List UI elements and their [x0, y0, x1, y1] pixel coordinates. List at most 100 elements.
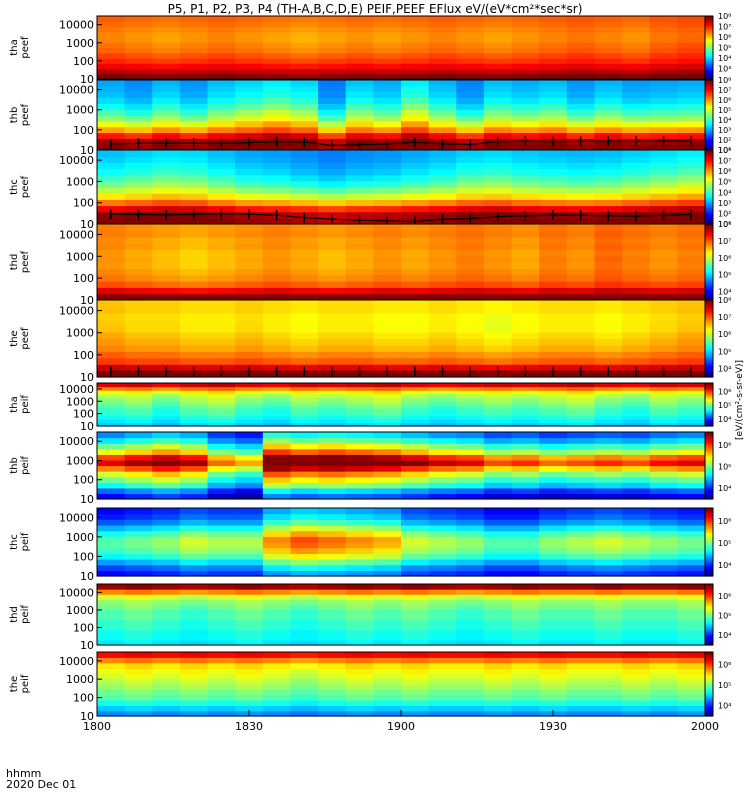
colorbar-step — [705, 457, 713, 460]
heatmap-cell — [152, 422, 181, 427]
heatmap-cell — [649, 243, 678, 250]
y-tick-label: 10000 — [59, 228, 94, 241]
heatmap-cell — [456, 547, 485, 554]
heatmap-cell — [622, 338, 651, 346]
panel-label-word: thb — [9, 457, 20, 474]
heatmap-cell — [456, 168, 485, 176]
colorbar-step — [705, 225, 713, 229]
heatmap-cell — [456, 386, 485, 391]
heatmap-cell — [539, 91, 568, 99]
heatmap-cell — [262, 668, 292, 674]
heatmap-cell — [179, 21, 209, 28]
heatmap-cell — [483, 52, 513, 59]
heatmap-cell — [566, 262, 596, 269]
heatmap-cell — [290, 443, 319, 450]
colorbar-step — [705, 462, 713, 465]
colorbar-step — [705, 102, 713, 106]
heatmap-cell — [345, 629, 374, 636]
heatmap-cell — [179, 589, 209, 595]
heatmap-cell — [373, 80, 402, 87]
heatmap-cell — [318, 432, 347, 439]
heatmap-cell — [456, 678, 485, 685]
colorbar-tick-label: 10⁴ — [718, 415, 731, 424]
panel-label-word: thc — [9, 179, 20, 195]
heatmap-cell — [290, 383, 319, 388]
colorbar-step — [705, 526, 713, 529]
heatmap-cell — [179, 411, 209, 416]
heatmap-cell — [428, 415, 457, 420]
heatmap-cell — [97, 652, 126, 658]
heatmap-cell — [649, 97, 678, 104]
heatmap-cell — [677, 404, 706, 409]
colorbar-step — [705, 545, 713, 548]
heatmap-cell — [566, 68, 596, 75]
heatmap-cell — [124, 332, 153, 340]
heatmap-cell — [290, 397, 319, 402]
heatmap-cell — [566, 589, 596, 595]
colorbar-step — [705, 192, 713, 195]
colorbar-step — [705, 190, 713, 194]
heatmap-cell — [179, 454, 209, 461]
heatmap-cell — [483, 482, 513, 489]
heatmap-cell — [511, 536, 540, 543]
heatmap-cell — [594, 657, 623, 664]
heatmap-cell — [97, 85, 126, 93]
heatmap-cell — [373, 559, 402, 566]
heatmap-cell — [152, 547, 181, 554]
heatmap-cell — [179, 217, 209, 225]
heatmap-cell — [401, 487, 430, 495]
heatmap-cell — [401, 624, 430, 631]
heatmap-cell — [345, 652, 374, 658]
colorbar-tick-label: 10⁸ — [718, 146, 731, 155]
heatmap-cell — [677, 126, 706, 134]
heatmap-cell — [152, 599, 181, 605]
heatmap-cell — [179, 187, 209, 194]
heatmap-cell — [428, 508, 457, 515]
heatmap-cell — [318, 230, 347, 238]
heatmap-cell — [373, 97, 402, 104]
heatmap-cell — [179, 103, 209, 110]
colorbar-step — [705, 58, 713, 61]
heatmap-cell — [373, 150, 402, 157]
heatmap-cell — [456, 91, 485, 99]
heatmap-cell — [622, 144, 651, 151]
heatmap-cell — [456, 85, 485, 93]
colorbar-tick-label: 10⁵ — [718, 178, 731, 187]
heatmap-cell — [207, 542, 236, 549]
heatmap-cell — [483, 459, 513, 467]
heatmap-cell — [401, 325, 430, 333]
heatmap-cell — [262, 525, 292, 532]
heatmap-cell — [124, 58, 153, 64]
heatmap-cell — [97, 673, 126, 680]
colorbar-step — [705, 294, 713, 297]
heatmap-cell — [345, 205, 374, 213]
heatmap-cell — [622, 694, 651, 701]
heatmap-cell — [152, 338, 181, 346]
heatmap-cell — [97, 530, 126, 537]
heatmap-cell — [401, 73, 430, 80]
heatmap-cell — [456, 193, 485, 200]
heatmap-cell — [677, 553, 706, 560]
heatmap-cell — [428, 705, 457, 712]
heatmap-cell — [290, 85, 319, 93]
heatmap-cell — [318, 249, 347, 257]
heatmap-cell — [649, 120, 678, 128]
heatmap-cell — [483, 559, 513, 566]
heatmap-cell — [649, 168, 678, 176]
heatmap-cell — [456, 689, 485, 696]
heatmap-cell — [456, 16, 485, 22]
heatmap-cell — [179, 657, 209, 664]
heatmap-cell — [649, 454, 678, 461]
heatmap-cell — [539, 662, 568, 669]
colorbar-step — [705, 384, 713, 386]
heatmap-cell — [235, 126, 264, 134]
y-tick-label: 100 — [73, 408, 94, 421]
heatmap-cell — [152, 162, 181, 170]
heatmap-cell — [428, 262, 457, 269]
heatmap-cell — [262, 73, 292, 80]
colorbar-step — [705, 495, 713, 498]
heatmap-cell — [649, 193, 678, 200]
heatmap-cell — [677, 31, 706, 38]
heatmap-cell — [207, 199, 236, 207]
heatmap-cell — [428, 357, 457, 365]
